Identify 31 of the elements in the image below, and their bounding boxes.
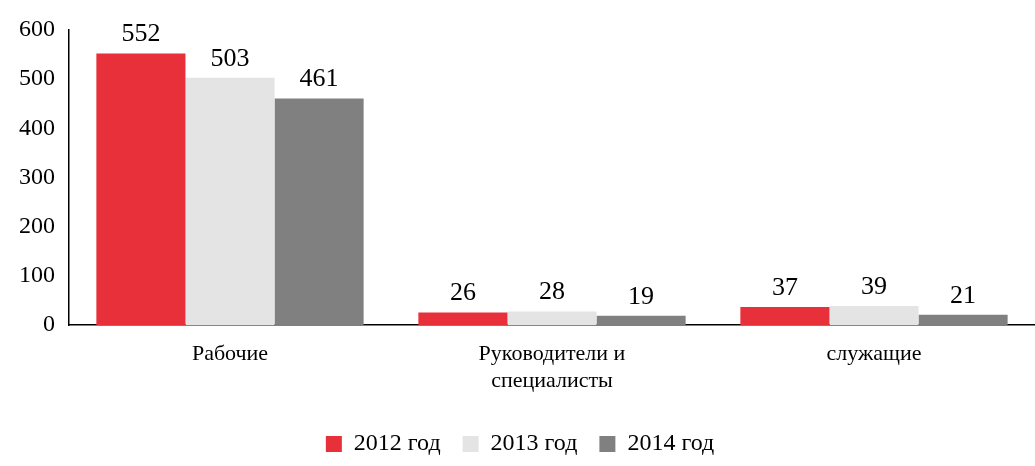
- legend-label: 2012 год: [353, 429, 441, 456]
- data-label: 19: [628, 280, 655, 310]
- y-tick-label: 0: [43, 310, 55, 337]
- x-tick-label: служащие: [826, 340, 922, 366]
- data-label: 26: [449, 277, 476, 307]
- y-tick-label: 100: [19, 261, 55, 288]
- data-label: 552: [121, 18, 161, 48]
- y-tick-label: 500: [19, 64, 55, 91]
- x-tick-label: Рабочие: [191, 340, 269, 366]
- bar: [596, 315, 686, 326]
- bar: [274, 98, 364, 326]
- data-label: 503: [210, 42, 250, 72]
- y-tick-label: 200: [19, 212, 55, 239]
- bar: [918, 314, 1008, 326]
- bar: [185, 77, 275, 326]
- y-tick-label: 400: [19, 113, 55, 140]
- data-label: 461: [299, 63, 339, 93]
- bar: [418, 312, 508, 326]
- data-label: 37: [771, 271, 798, 301]
- legend-label: 2013 год: [490, 429, 578, 456]
- data-label: 39: [861, 270, 887, 300]
- bar: [96, 53, 186, 326]
- data-label: 21: [950, 279, 977, 309]
- legend-label: 2014 год: [627, 429, 715, 456]
- y-tick-label: 600: [19, 15, 55, 42]
- bar: [507, 311, 597, 326]
- x-tick-label: Руководители и специалисты: [478, 340, 626, 392]
- bar: [829, 306, 919, 326]
- y-tick-label: 300: [19, 162, 55, 189]
- bar: [740, 307, 830, 326]
- data-label: 28: [539, 276, 565, 306]
